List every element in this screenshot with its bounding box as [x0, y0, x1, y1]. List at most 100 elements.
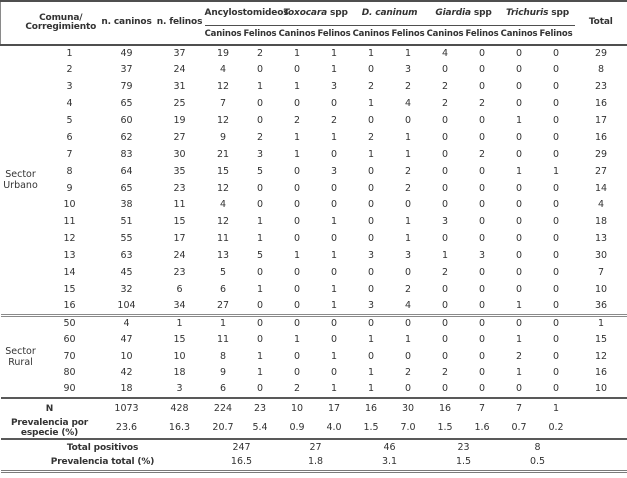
- summary-value: 0.2: [548, 422, 564, 434]
- count-cell: 65: [120, 98, 133, 110]
- count-cell: 0: [293, 350, 301, 362]
- count-cell: 1: [404, 131, 412, 143]
- count-cell: 0: [479, 182, 486, 194]
- count-cell: 0: [330, 98, 338, 110]
- summary-row: Total positivos 247 27 46 23 8: [0, 438, 627, 456]
- count-cell: 2: [404, 182, 412, 194]
- count-cell: 1: [330, 283, 338, 295]
- count-cell: 0: [516, 98, 523, 110]
- count-cell: 24: [173, 250, 186, 262]
- count-cell: 0: [516, 47, 523, 59]
- count-cell: 0: [516, 283, 523, 295]
- count-cell: 2: [367, 131, 375, 143]
- count-cell: 10: [120, 350, 133, 362]
- count-cell: 3: [404, 64, 412, 76]
- group-suffix: spp: [327, 7, 348, 18]
- table-row: 80 42 18 9 1 0 0 1 2 2 0 1 0 16: [1, 365, 627, 382]
- count-cell: 0: [404, 383, 412, 395]
- count-cell: 0: [367, 182, 375, 194]
- count-cell: 2: [256, 131, 264, 143]
- count-cell: 1: [293, 334, 301, 346]
- comuna-cell: 2: [66, 64, 73, 76]
- count-cell: 0: [330, 267, 338, 279]
- count-cell: 1: [367, 47, 375, 59]
- count-cell: 9: [219, 131, 227, 143]
- count-cell: 1: [330, 250, 338, 262]
- count-cell: 0: [479, 216, 486, 228]
- count-cell: 0: [256, 182, 264, 194]
- count-cell: 0: [553, 267, 560, 279]
- count-cell: 11: [216, 233, 230, 245]
- count-cell: 31: [173, 81, 186, 93]
- table-row: 8 64 35 15 5 0 3 0 2 0 0 1 1 27: [1, 163, 627, 180]
- count-cell: 0: [330, 182, 338, 194]
- count-cell: 0: [516, 182, 523, 194]
- count-cell: 1: [293, 131, 301, 143]
- summary-value: 4.0: [326, 422, 342, 434]
- count-cell: 4: [441, 47, 449, 59]
- count-cell: 4: [219, 64, 227, 76]
- total-cell: 10: [595, 283, 608, 295]
- total-cell: 4: [598, 199, 605, 211]
- count-cell: 0: [516, 199, 523, 211]
- count-cell: 0: [293, 199, 301, 211]
- count-cell: 0: [293, 283, 301, 295]
- count-cell: 1: [204, 313, 242, 332]
- count-cell: 1: [404, 47, 412, 59]
- count-cell: 0: [389, 313, 427, 332]
- count-cell: 30: [173, 148, 186, 160]
- count-cell: 23: [173, 267, 186, 279]
- count-cell: 0: [553, 199, 560, 211]
- count-cell: 1: [404, 334, 412, 346]
- count-cell: 12: [216, 115, 230, 127]
- sector-label: Sector Urbano: [3, 168, 38, 191]
- count-cell: 0: [441, 115, 449, 127]
- comuna-cell: 15: [63, 283, 76, 295]
- count-cell: 1: [553, 165, 560, 177]
- count-cell: 18: [173, 367, 186, 379]
- subheader-caninos: Caninos: [204, 25, 242, 46]
- summary-value: 46: [352, 438, 427, 456]
- comuna-cell: 10: [63, 199, 76, 211]
- count-cell: 0: [441, 131, 449, 143]
- count-cell: 1: [293, 250, 301, 262]
- count-cell: 1: [330, 350, 338, 362]
- count-cell: 0: [404, 350, 412, 362]
- count-cell: 2: [404, 165, 412, 177]
- count-cell: 11: [173, 199, 186, 211]
- count-cell: 1: [330, 216, 338, 228]
- count-cell: 1: [330, 383, 338, 395]
- count-cell: 0: [293, 233, 301, 245]
- group-suffix: spp: [470, 7, 492, 18]
- summary-value: 0.7: [511, 422, 527, 434]
- summary-value: 1.5: [363, 422, 379, 434]
- count-cell: 2: [441, 367, 449, 379]
- subheader-felinos: Felinos: [241, 25, 279, 46]
- total-cell: 23: [595, 81, 608, 93]
- count-cell: 4: [404, 98, 412, 110]
- count-cell: 0: [256, 98, 264, 110]
- subheader-caninos: Caninos: [352, 25, 390, 46]
- table-row: 2 37 24 4 0 0 1 0 3 0 0 0 0 8: [1, 62, 627, 79]
- count-cell: 7: [219, 98, 227, 110]
- count-cell: 1: [367, 334, 375, 346]
- count-cell: 104: [117, 300, 136, 312]
- count-cell: 0: [441, 300, 449, 312]
- comuna-cell: 1: [66, 47, 73, 59]
- comuna-cell: 90: [63, 383, 76, 395]
- count-cell: 2: [479, 98, 486, 110]
- count-cell: 0: [293, 300, 301, 312]
- comuna-cell: 6: [66, 131, 73, 143]
- summary-value: 16: [352, 397, 390, 419]
- count-cell: 2: [293, 383, 301, 395]
- summary-label: N: [0, 397, 99, 419]
- count-cell: 9: [219, 367, 227, 379]
- summary-label: Prevalencia total (%): [50, 457, 155, 468]
- comuna-cell: 11: [63, 216, 76, 228]
- count-cell: 2: [293, 115, 301, 127]
- count-cell: 0: [553, 98, 560, 110]
- comuna-cell: 8: [66, 165, 73, 177]
- count-cell: 0: [278, 313, 316, 332]
- table-row: 9 65 23 12 0 0 0 0 2 0 0 0 0 14: [1, 180, 627, 197]
